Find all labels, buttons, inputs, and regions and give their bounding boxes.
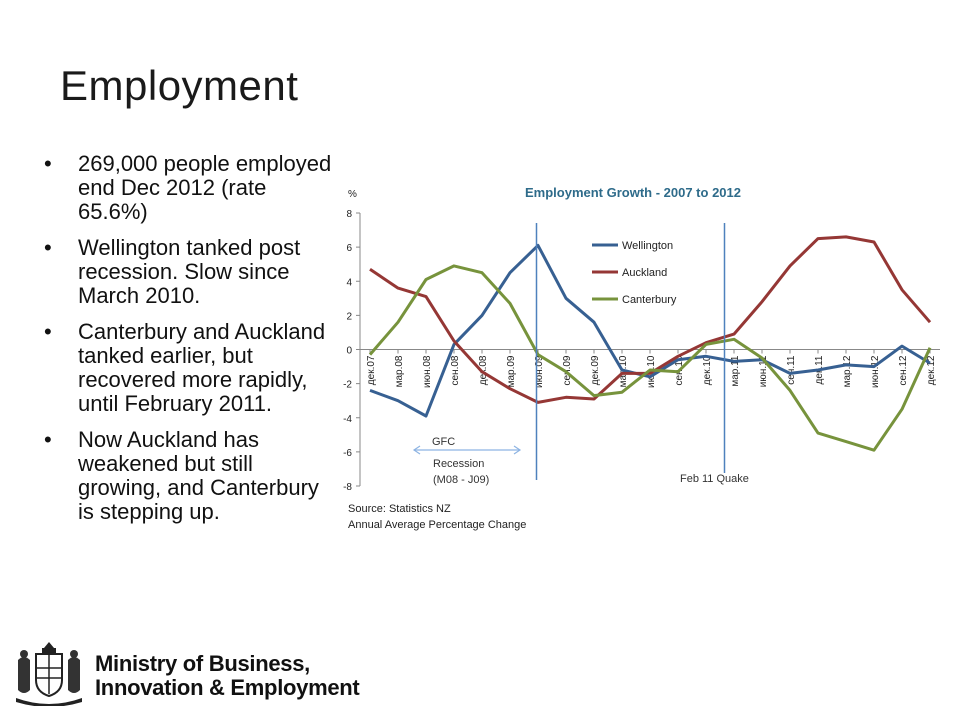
x-tick-label: сен.08 [450, 355, 461, 385]
chart-title: Employment Growth - 2007 to 2012 [525, 185, 741, 200]
x-tick-label: дек.12 [926, 355, 937, 385]
x-tick-label: июн.12 [870, 355, 881, 388]
y-tick-label: -2 [343, 380, 352, 391]
series-line-auckland [369, 235, 932, 404]
x-tick-label: июн.09 [534, 355, 545, 388]
employment-growth-chart: Employment Growth - 2007 to 2012 % 8 6 4 2 0… [343, 185, 940, 531]
x-tick-label: мар.09 [506, 355, 517, 387]
gfc-label: GFC [432, 436, 455, 448]
slide-title: Employment [60, 62, 299, 109]
recession-label: Recession [433, 458, 484, 470]
annotations-layer: GFC Recession (M08 - J09) Feb 11 Quake S… [348, 223, 749, 531]
x-tick-label: сен.12 [898, 355, 909, 385]
ministry-name: Ministry of Business, Innovation & Emplo… [95, 651, 360, 700]
source-note-label: Annual Average Percentage Change [348, 519, 526, 531]
x-tick-label: дек.09 [590, 355, 601, 385]
series-line-wellington [369, 243, 931, 418]
recession-period-label: (M08 - J09) [433, 474, 489, 486]
bullet-list: 269,000 people employed end Dec 2012 (ra… [44, 152, 334, 536]
x-tick-label: мар.08 [394, 355, 405, 387]
ministry-name-line1: Ministry of Business, [95, 651, 310, 676]
legend-label: Canterbury [622, 294, 677, 306]
legend-label: Wellington [622, 240, 673, 252]
y-tick-label: 0 [346, 346, 352, 357]
x-tick-label: дек.07 [366, 355, 377, 385]
y-tick-label: -4 [343, 414, 352, 425]
quake-label: Feb 11 Quake [680, 473, 749, 485]
nz-coat-of-arms-logo [16, 642, 82, 706]
bullet-item: Canterbury and Auckland tanked earlier, … [44, 320, 334, 416]
ministry-name-line2: Innovation & Employment [95, 675, 360, 700]
bullet-item: Wellington tanked post recession. Slow s… [44, 236, 334, 308]
source-label: Source: Statistics NZ [348, 503, 451, 515]
y-tick-label: 2 [346, 311, 352, 322]
x-tick-label: сен.11 [786, 355, 797, 385]
y-axis-unit-label: % [348, 189, 357, 200]
x-tick-label: сен.09 [562, 355, 573, 385]
x-tick-label: июн.08 [422, 355, 433, 388]
legend: Wellington Auckland Canterbury [592, 240, 677, 306]
y-tick-label: 8 [346, 209, 352, 220]
y-tick-label: -6 [343, 448, 352, 459]
bullet-item: Now Auckland has weakened but still grow… [44, 428, 334, 524]
y-tick-label: 4 [346, 277, 352, 288]
bullet-item: 269,000 people employed end Dec 2012 (ra… [44, 152, 334, 224]
y-tick-label: -8 [343, 482, 352, 493]
x-tick-label: мар.11 [730, 355, 741, 387]
y-tick-label: 6 [346, 243, 352, 254]
x-tick-label: июн.11 [758, 355, 769, 387]
x-tick-label: мар.12 [842, 355, 853, 387]
legend-label: Auckland [622, 267, 667, 279]
series-layer [368, 235, 932, 452]
gfc-double-arrow [412, 445, 522, 455]
x-tick-label: дек.08 [478, 355, 489, 385]
series-line-canterbury [368, 264, 932, 452]
x-tick-label: дек.10 [702, 355, 713, 385]
